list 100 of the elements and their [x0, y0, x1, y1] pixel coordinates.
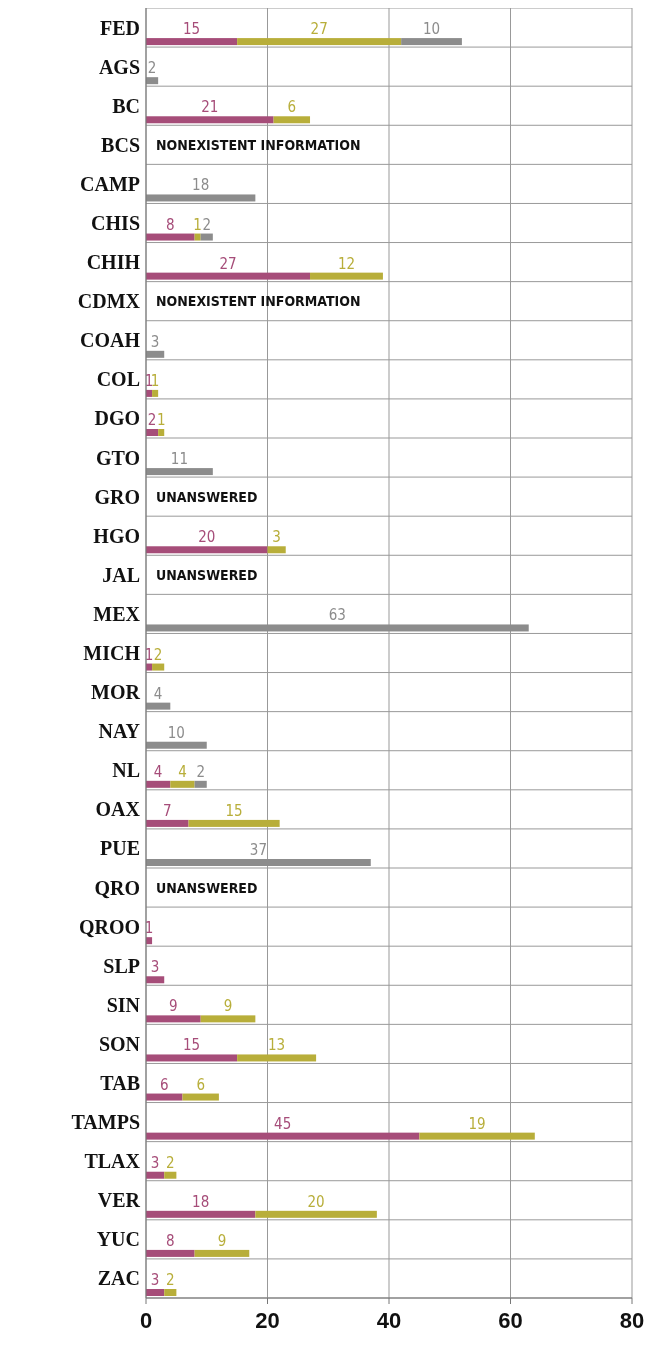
data-label: 11	[170, 450, 188, 469]
annotation: UNANSWERED	[156, 488, 258, 505]
bar	[419, 1132, 535, 1140]
bar	[267, 546, 286, 554]
bar	[146, 194, 256, 202]
bar	[146, 350, 165, 358]
bar	[170, 780, 195, 788]
y-tick-label: MICH	[83, 642, 141, 664]
annotation: UNANSWERED	[156, 879, 258, 896]
y-tick-label: AGS	[98, 55, 140, 78]
data-label: 1	[144, 645, 154, 664]
y-tick-label: MOR	[91, 681, 141, 704]
x-tick-label: 80	[619, 1308, 645, 1333]
x-tick-label: 40	[376, 1308, 402, 1333]
data-label: 2	[153, 645, 163, 664]
y-tick-label: GRO	[94, 485, 140, 508]
y-tick-label: QROO	[78, 915, 140, 938]
bar	[146, 741, 207, 749]
y-tick-label: ZAC	[97, 1267, 140, 1290]
data-label: 3	[150, 1153, 160, 1172]
data-label: 10	[422, 20, 441, 39]
bar	[194, 1249, 250, 1257]
y-tick-label: YUC	[96, 1228, 140, 1251]
y-tick-label: FED	[100, 16, 140, 39]
y-tick-label: SIN	[106, 993, 141, 1016]
data-label: 10	[167, 723, 185, 742]
bar	[146, 429, 159, 436]
y-tick-label: NL	[112, 759, 140, 782]
bar	[146, 1171, 165, 1179]
bar	[237, 38, 402, 46]
data-label: 3	[150, 1271, 160, 1289]
y-tick-label: BC	[112, 94, 140, 117]
data-label: 1	[156, 411, 166, 429]
bar	[146, 77, 159, 85]
y-tick-label: TLAX	[84, 1150, 141, 1173]
data-label: 2	[166, 1271, 175, 1289]
data-label: 63	[328, 606, 346, 625]
data-label: 2	[166, 1153, 175, 1172]
data-label: 15	[182, 20, 201, 39]
bar	[182, 1093, 219, 1101]
x-tick-label: 20	[255, 1308, 280, 1333]
bar	[146, 1093, 183, 1101]
bar	[158, 429, 165, 436]
bar	[146, 780, 171, 788]
bar	[146, 819, 189, 827]
bar	[146, 233, 195, 241]
data-label: 4	[178, 762, 187, 781]
y-tick-label: GTO	[95, 446, 140, 469]
data-label: 7	[162, 801, 172, 820]
annotation: UNANSWERED	[156, 566, 258, 583]
y-tick-label: PUE	[100, 837, 140, 860]
y-tick-label: NAY	[98, 720, 141, 743]
y-tick-label: VER	[97, 1189, 141, 1212]
y-tick-label: CAMP	[80, 172, 140, 195]
y-tick-label: JAL	[102, 563, 140, 586]
data-label: 13	[268, 1036, 286, 1055]
y-tick-label: SON	[98, 1032, 141, 1055]
bar	[255, 1210, 377, 1218]
bar	[146, 1289, 165, 1296]
data-label: 4	[153, 762, 163, 781]
y-tick-label: HGO	[93, 524, 140, 547]
bar	[146, 546, 268, 554]
bar	[194, 233, 201, 241]
x-tick-label: 60	[498, 1308, 523, 1333]
data-label: 19	[468, 1114, 486, 1133]
bar	[146, 1054, 238, 1062]
bar	[146, 1015, 201, 1023]
x-tick-label: 0	[139, 1308, 153, 1333]
data-label: 20	[307, 1192, 325, 1211]
data-label: 9	[169, 997, 178, 1016]
data-label: 2	[147, 59, 157, 78]
data-label: 27	[310, 20, 328, 39]
data-label: 6	[196, 1075, 205, 1094]
bar	[310, 272, 383, 280]
data-label: 6	[287, 98, 297, 117]
y-tick-label: CHIS	[91, 212, 140, 234]
data-label: 37	[249, 841, 267, 859]
bar	[146, 976, 165, 984]
bar	[164, 1289, 177, 1296]
data-label: 9	[223, 997, 233, 1016]
y-tick-label: TAB	[100, 1072, 140, 1094]
y-tick-label: OAX	[95, 798, 141, 821]
data-label: 18	[192, 176, 210, 195]
y-tick-label: COAH	[80, 329, 141, 352]
y-tick-label: CDMX	[77, 290, 141, 313]
data-label: 6	[159, 1075, 169, 1094]
y-tick-label: COL	[96, 368, 140, 391]
bar	[146, 272, 311, 280]
data-label: 2	[147, 411, 157, 429]
bar	[200, 233, 213, 241]
bar	[401, 38, 462, 46]
data-label: 8	[166, 215, 175, 234]
annotation: NONEXISTENT INFORMATION	[156, 293, 361, 310]
data-label: 9	[217, 1231, 227, 1250]
bar	[146, 624, 529, 632]
bar	[146, 38, 238, 46]
data-label: 8	[166, 1231, 175, 1250]
y-tick-label: CHIH	[86, 251, 141, 274]
bar	[188, 819, 280, 827]
bar	[146, 1249, 195, 1257]
